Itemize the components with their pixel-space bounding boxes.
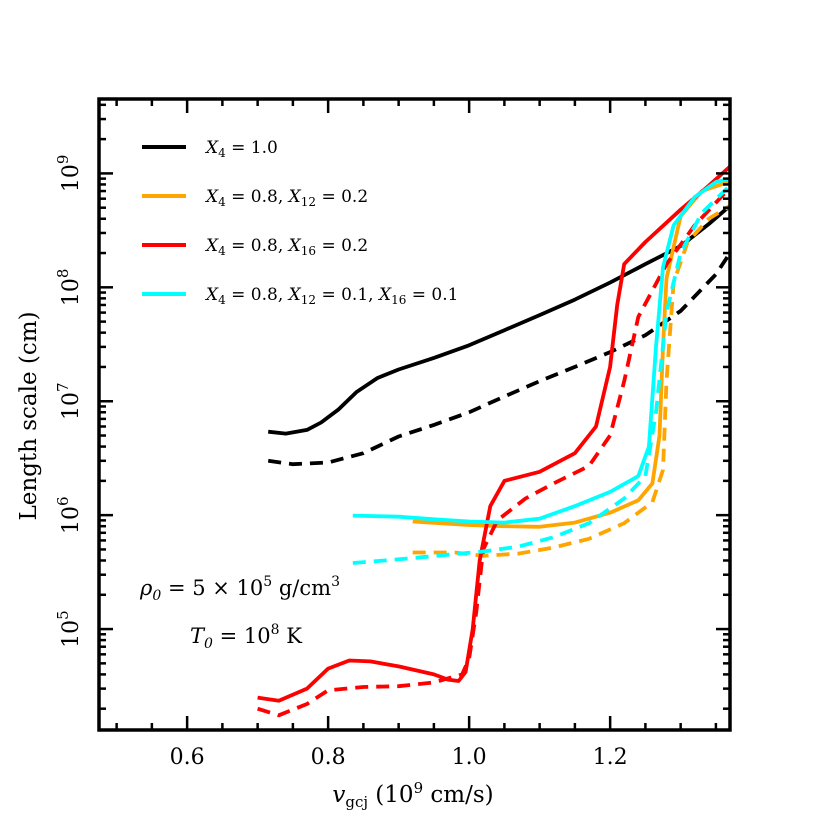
legend: X4 = 1.0 X4 = 0.8, X12 = 0.2 X4 = 0.8, X16…	[142, 138, 458, 307]
series-line-x4-1-0-solid	[267, 204, 732, 436]
y-tick-label: 106	[54, 496, 84, 534]
x-tick-label: 1.2	[593, 745, 628, 770]
x-tick-label: 0.6	[170, 745, 205, 770]
series-line-x4-0-8-x16-0-2-dashed	[257, 186, 732, 718]
x-tick-label: 0.8	[311, 745, 346, 770]
legend-label: X4 = 0.8, X16 = 0.2	[204, 236, 368, 258]
annotation-temperature: T0 = 108 K	[190, 622, 302, 652]
y-tick-label: 107	[54, 382, 84, 420]
x-tick-label: 1.0	[452, 745, 487, 770]
series-layer	[257, 165, 732, 718]
y-axis-title: Length scale (cm)	[16, 311, 42, 520]
series-line-x4-0-8-x12-0-2-solid	[412, 179, 731, 529]
plot-frame	[97, 97, 732, 732]
series-line-x4-1-0-dashed	[267, 251, 732, 467]
x-axis-title: vgcj (109 cm/s)	[332, 779, 493, 811]
annotation-density: ρ0 = 5 × 105 g/cm3	[139, 574, 340, 604]
series-line-x4-0-8-x12-0-1-x16-0-1-solid	[352, 176, 731, 525]
series-line-x4-0-8-x12-0-1-x16-0-1-dashed	[352, 184, 732, 565]
y-tick-label: 105	[54, 610, 84, 648]
series-line-x4-0-8-x12-0-2-dashed	[412, 204, 731, 558]
legend-label: X4 = 0.8, X12 = 0.1, X16 = 0.1	[204, 285, 458, 307]
legend-label: X4 = 0.8, X12 = 0.2	[204, 187, 368, 209]
y-tick-label: 108	[54, 269, 84, 307]
series-line-x4-0-8-x16-0-2-solid	[257, 165, 732, 703]
y-tick-label: 109	[54, 155, 84, 193]
legend-label: X4 = 1.0	[204, 138, 278, 160]
